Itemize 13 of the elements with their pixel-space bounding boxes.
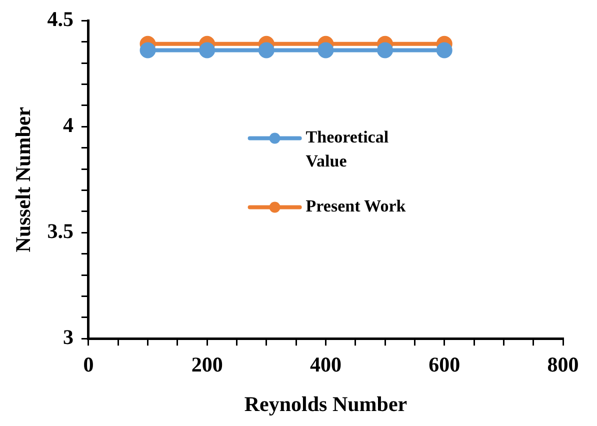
y-tick-label: 4 [62, 113, 74, 138]
x-axis-title: Reynolds Number [244, 392, 408, 416]
y-tick-label: 3.5 [47, 219, 74, 244]
x-tick-label: 0 [83, 352, 94, 377]
y-tick-label: 3 [62, 325, 74, 350]
x-tick-label: 400 [310, 352, 342, 377]
legend-label: Theoretical Value [306, 128, 389, 171]
y-tick-label: 4.5 [47, 7, 74, 32]
x-tick-label: 600 [428, 352, 460, 377]
legend-label: Present Work [306, 196, 406, 216]
x-tick-label: 800 [547, 352, 579, 377]
x-tick-label: 200 [191, 352, 223, 377]
y-axis-title: Nusselt Number [11, 106, 36, 252]
